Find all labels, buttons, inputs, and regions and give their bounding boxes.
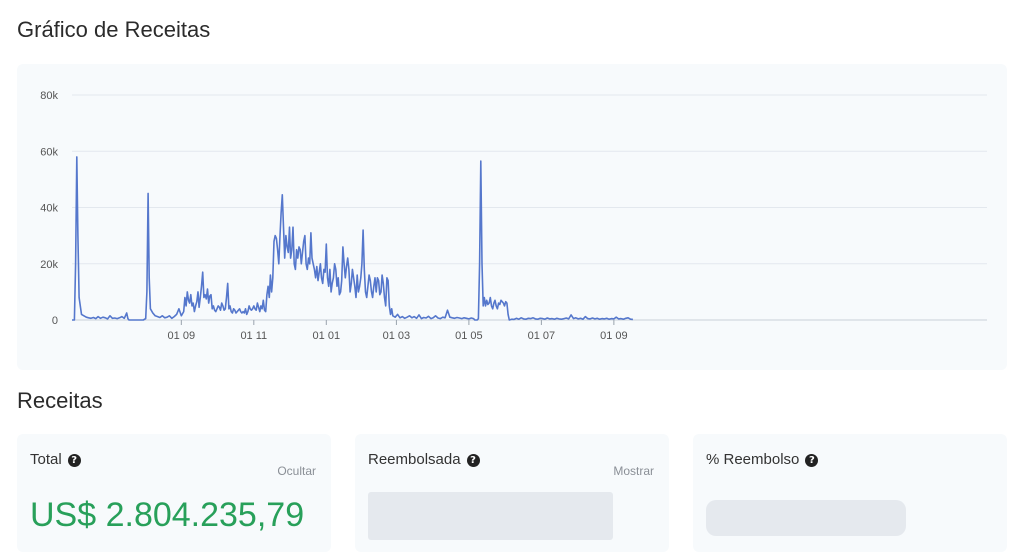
question-circle-icon[interactable]: ? bbox=[805, 454, 819, 467]
y-tick-label: 60k bbox=[40, 146, 58, 158]
revenue-section-title: Receitas bbox=[17, 388, 103, 413]
x-tick-label: 01 05 bbox=[455, 330, 483, 342]
refund-percentage-label: % Reembolso bbox=[706, 451, 800, 468]
total-revenue-value: US$ 2.804.235,79 bbox=[30, 496, 305, 534]
x-tick-label: 01 07 bbox=[528, 330, 556, 342]
y-tick-label: 0 bbox=[52, 315, 58, 327]
hide-toggle-link[interactable]: Ocultar bbox=[277, 464, 316, 478]
x-tick-label: 01 09 bbox=[168, 330, 196, 342]
chart-section-title: Gráfico de Receitas bbox=[17, 17, 211, 42]
x-tick-label: 01 11 bbox=[240, 330, 267, 342]
x-tick-label: 01 03 bbox=[383, 330, 411, 342]
revenue-series-line bbox=[72, 156, 633, 321]
x-tick-label: 01 01 bbox=[313, 330, 341, 342]
show-toggle-link[interactable]: Mostrar bbox=[613, 464, 654, 478]
y-tick-label: 80k bbox=[40, 90, 58, 102]
hidden-value-placeholder bbox=[368, 492, 613, 540]
revenue-line-chart: 0 20k 40k 60k 80k 01 09 01 11 01 01 01 03 01 05 01… bbox=[40, 90, 987, 342]
total-revenue-card: Total? Ocultar US$ 2.804.235,79 bbox=[17, 434, 331, 552]
loading-placeholder bbox=[706, 500, 906, 536]
y-tick-label: 40k bbox=[40, 203, 58, 215]
question-circle-icon[interactable]: ? bbox=[466, 454, 480, 467]
total-label: Total bbox=[30, 451, 62, 468]
question-circle-icon[interactable]: ? bbox=[67, 454, 81, 467]
refund-percentage-card: % Reembolso? bbox=[693, 434, 1007, 552]
y-tick-label: 20k bbox=[40, 259, 58, 271]
revenue-chart-panel: 0 20k 40k 60k 80k 01 09 01 11 01 01 01 03 01 05 01… bbox=[17, 64, 1007, 370]
refunded-card: Reembolsada? Mostrar bbox=[355, 434, 669, 552]
refunded-label: Reembolsada bbox=[368, 451, 461, 468]
x-tick-label: 01 09 bbox=[600, 330, 628, 342]
